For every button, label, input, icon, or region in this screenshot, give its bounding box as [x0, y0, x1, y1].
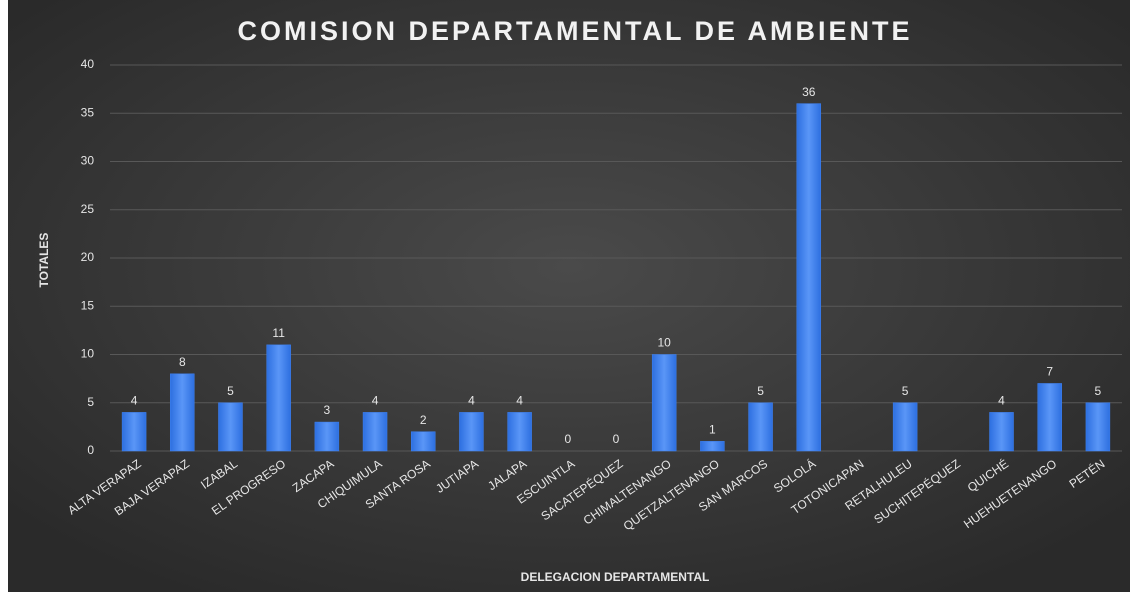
y-tick-label: 35 — [81, 105, 95, 119]
chart-background — [8, 0, 1130, 592]
chart-title: COMISION DEPARTAMENTAL DE AMBIENTE — [238, 16, 913, 46]
bar — [892, 402, 918, 452]
y-axis-label: TOTALES — [37, 233, 51, 288]
bar — [651, 354, 677, 452]
bar — [796, 103, 822, 452]
data-label: 5 — [902, 384, 909, 398]
data-label: 4 — [372, 394, 379, 408]
data-label: 4 — [131, 394, 138, 408]
data-label: 1 — [709, 423, 716, 437]
bar — [266, 344, 291, 452]
data-label: 4 — [998, 394, 1005, 408]
y-tick-label: 5 — [87, 395, 94, 409]
y-tick-label: 15 — [81, 298, 95, 312]
y-tick-label: 10 — [81, 347, 95, 361]
bar — [748, 402, 773, 452]
data-label: 4 — [468, 394, 475, 408]
bar — [362, 412, 388, 452]
bar — [1085, 402, 1111, 452]
bar — [314, 421, 340, 452]
data-label: 7 — [1046, 365, 1053, 379]
bar — [989, 412, 1014, 452]
data-label: 0 — [564, 432, 571, 446]
data-label: 5 — [757, 384, 764, 398]
bar — [459, 412, 484, 452]
data-label: 5 — [1095, 384, 1102, 398]
data-label: 8 — [179, 355, 186, 369]
x-axis-label: DELEGACION DEPARTAMENTAL — [521, 570, 710, 584]
y-tick-label: 30 — [81, 154, 95, 168]
bar — [218, 402, 243, 452]
data-label: 5 — [227, 384, 234, 398]
bar — [700, 441, 725, 452]
bar — [1037, 383, 1062, 452]
data-label: 3 — [324, 403, 331, 417]
y-tick-label: 40 — [81, 57, 95, 71]
bar — [121, 412, 147, 452]
data-label: 2 — [420, 413, 427, 427]
y-tick-label: 25 — [81, 202, 95, 216]
data-label: 0 — [613, 432, 620, 446]
data-label: 11 — [272, 326, 285, 340]
bar — [170, 373, 195, 452]
y-tick-label: 20 — [81, 250, 95, 264]
bar — [507, 412, 532, 452]
data-label: 36 — [802, 85, 816, 99]
data-label: 10 — [658, 336, 672, 350]
data-label: 4 — [516, 394, 523, 408]
y-tick-label: 0 — [87, 443, 94, 457]
bar — [410, 431, 436, 452]
